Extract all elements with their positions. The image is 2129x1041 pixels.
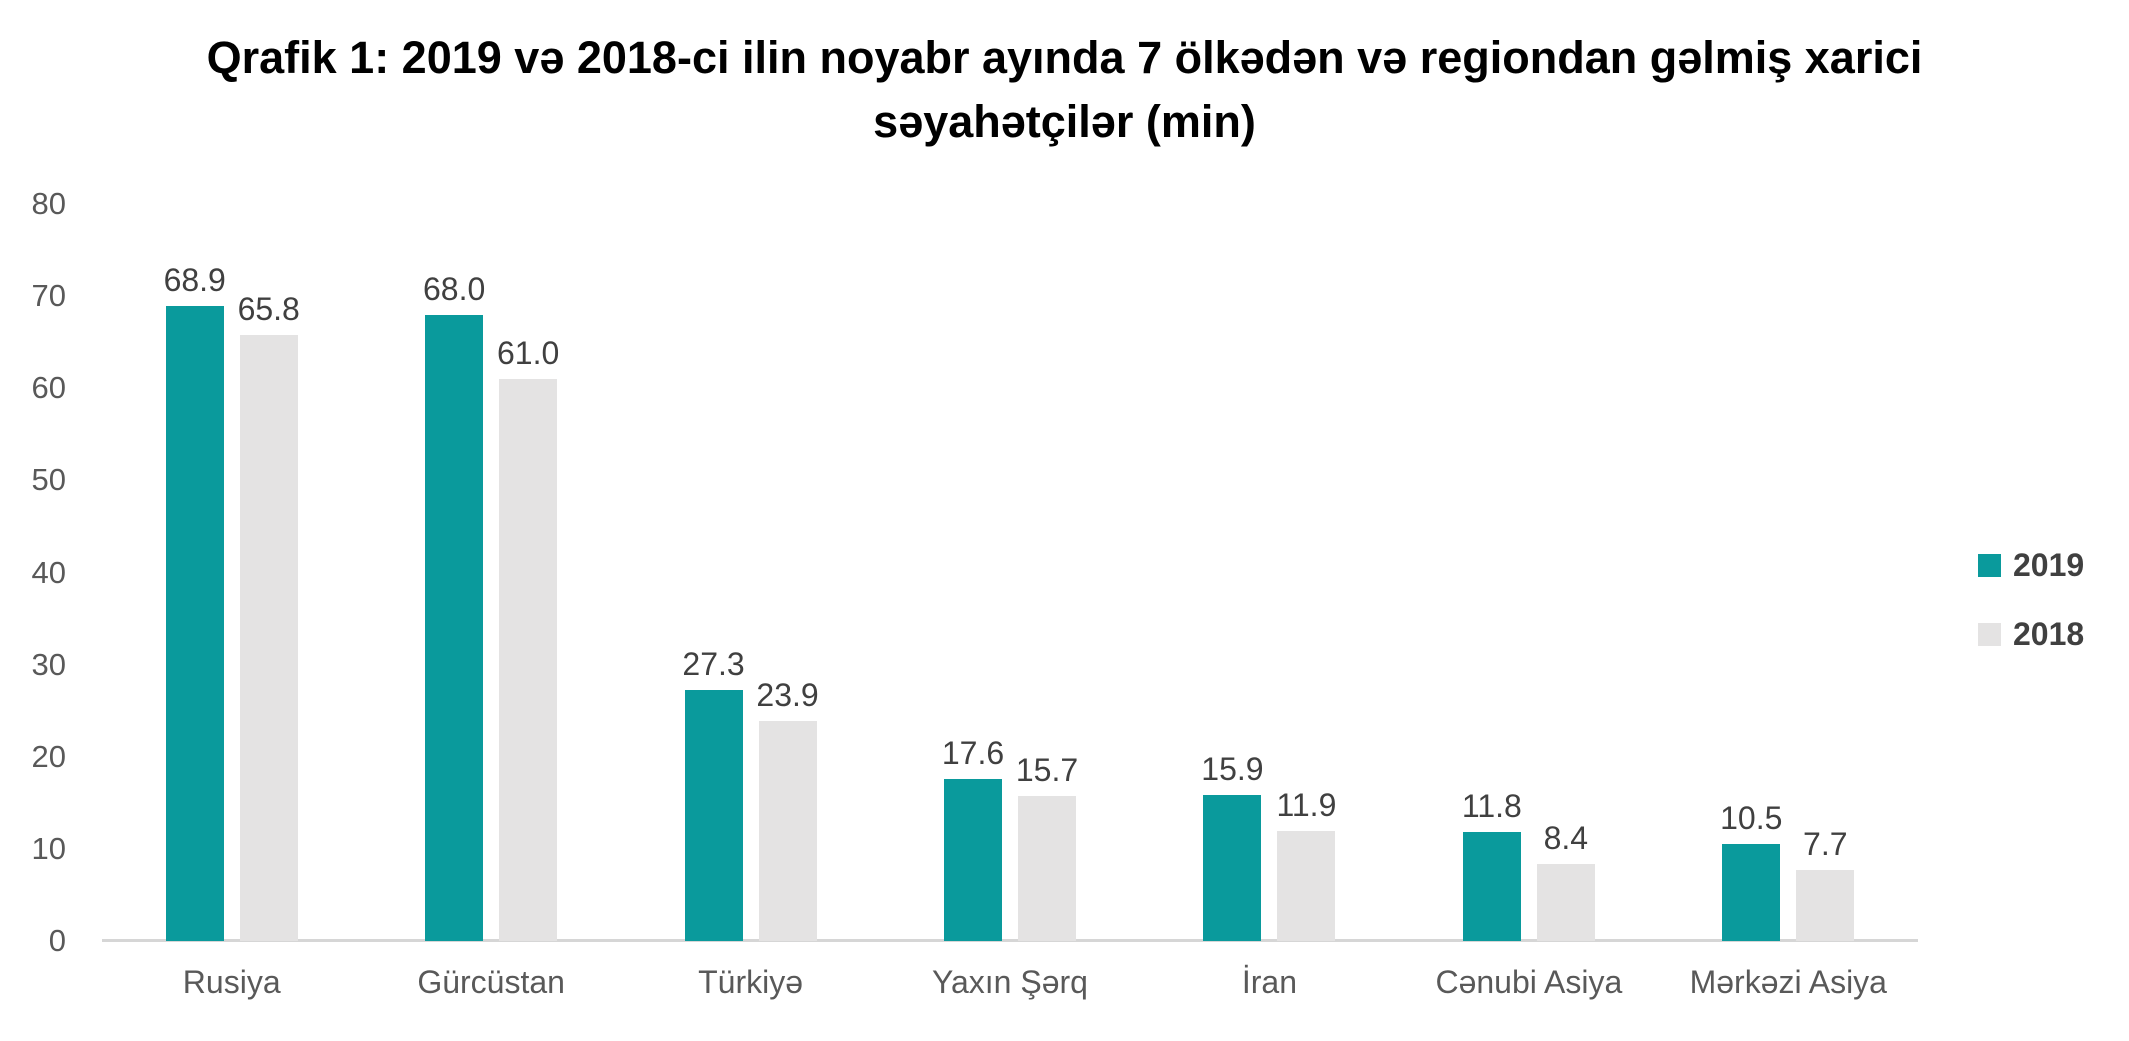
- bar-2019: 17.6: [942, 735, 1004, 941]
- value-label-2019: 68.9: [163, 262, 226, 299]
- x-axis-line: [102, 939, 1918, 942]
- x-axis-category-label: Gürcüstan: [417, 964, 565, 1000]
- value-label-2018: 65.8: [237, 290, 300, 327]
- y-axis-tick-label: 10: [31, 830, 66, 866]
- bar-group: 27.3 23.9: [621, 204, 880, 941]
- y-axis-tick-label: 70: [31, 278, 66, 314]
- y-axis-tick-label: 60: [31, 370, 66, 406]
- bar-2019: 11.8: [1462, 788, 1522, 941]
- value-label-2018: 8.4: [1543, 819, 1589, 856]
- legend-swatch-2019: [1978, 554, 2001, 577]
- x-axis-category-label: Türkiyə: [698, 964, 803, 1000]
- bar-group: 11.8 8.4: [1399, 204, 1658, 941]
- bar-2018: 11.9: [1276, 787, 1336, 941]
- value-label-2019: 10.5: [1720, 800, 1783, 837]
- bar-group: 17.6 15.7: [880, 204, 1139, 941]
- bar-2018: 7.7: [1796, 826, 1855, 941]
- value-label-2019: 17.6: [941, 734, 1005, 771]
- bar-2019: 27.3: [682, 646, 745, 941]
- y-axis-tick-label: 0: [48, 923, 66, 958]
- value-label-2019: 11.8: [1461, 788, 1522, 825]
- legend-item-2019: 2019: [1978, 547, 2084, 584]
- value-label-2018: 23.9: [756, 676, 819, 713]
- value-label-2018: 11.9: [1276, 787, 1337, 824]
- x-axis-category-label: Yaxın Şərq: [932, 964, 1088, 1000]
- legend-label-2019: 2019: [2013, 547, 2085, 583]
- bar-2019: 68.9: [164, 262, 226, 941]
- value-label-2019: 68.0: [422, 270, 486, 307]
- bar-group: 68.0 61.0: [361, 204, 620, 941]
- value-label-2018: 61.0: [496, 335, 560, 372]
- value-label-2018: 15.7: [1015, 752, 1079, 789]
- bar-2019: 10.5: [1720, 800, 1782, 941]
- y-axis-tick-label: 30: [31, 646, 66, 682]
- bar-2019: 15.9: [1201, 751, 1264, 941]
- bar-group: 15.9 11.9: [1140, 204, 1399, 941]
- legend-item-2018: 2018: [1978, 616, 2084, 653]
- y-axis-tick-label: 20: [31, 738, 66, 774]
- y-axis-tick-label: 40: [31, 554, 66, 590]
- chart-title: Qrafik 1: 2019 və 2018-ci ilin noyabr ay…: [206, 32, 1923, 147]
- bar-group: 68.9 65.8: [102, 204, 361, 941]
- value-label-2019: 27.3: [682, 645, 745, 682]
- bar-2018: 61.0: [497, 335, 559, 941]
- value-label-2019: 15.9: [1201, 750, 1264, 787]
- x-axis-category-label: Cənubi Asiya: [1435, 964, 1623, 1000]
- bar-2018: 65.8: [238, 291, 300, 941]
- bar-2018: 8.4: [1536, 820, 1595, 941]
- bar-2018: 23.9: [756, 677, 819, 941]
- legend-swatch-2018: [1978, 623, 2001, 646]
- legend-label-2018: 2018: [2013, 616, 2085, 652]
- x-axis-category-label: Mərkəzi Asiya: [1689, 964, 1887, 1000]
- x-axis-category-label: Rusiya: [182, 964, 281, 1000]
- bar-group: 10.5 7.7: [1659, 204, 1918, 941]
- bar-2018: 15.7: [1016, 752, 1078, 941]
- y-axis-tick-label: 50: [31, 462, 66, 498]
- bar-2019: 68.0: [423, 271, 485, 941]
- value-label-2018: 7.7: [1803, 826, 1848, 863]
- x-axis-category-label: İran: [1241, 964, 1297, 1000]
- y-axis-tick-label: 80: [31, 186, 66, 221]
